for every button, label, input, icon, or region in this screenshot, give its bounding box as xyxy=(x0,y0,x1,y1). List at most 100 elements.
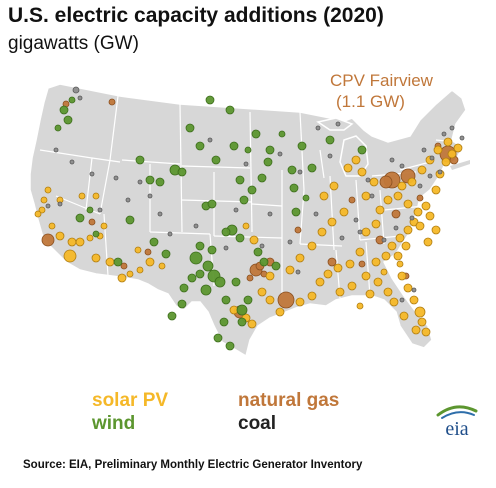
gas-plant-marker xyxy=(348,196,356,204)
coal-plant-marker xyxy=(441,131,447,137)
wind-plant-marker xyxy=(289,183,299,193)
solar-plant-marker xyxy=(315,277,325,287)
coal-plant-marker xyxy=(147,193,153,199)
wind-plant-marker xyxy=(251,129,261,139)
wind-plant-marker xyxy=(287,165,297,175)
coal-plant-marker xyxy=(417,183,423,189)
solar-plant-marker xyxy=(375,205,385,215)
wind-plant-marker xyxy=(214,276,226,288)
solar-plant-marker xyxy=(389,297,399,307)
state-border xyxy=(299,111,305,191)
solar-plant-marker xyxy=(431,185,441,195)
solar-plant-marker xyxy=(333,263,343,273)
coal-plant-marker xyxy=(313,211,319,217)
solar-plant-marker xyxy=(327,217,337,227)
wind-plant-marker xyxy=(221,295,231,305)
coal-plant-marker xyxy=(393,225,399,231)
wind-plant-marker xyxy=(75,213,85,223)
coal-plant-marker xyxy=(353,217,359,223)
solar-plant-marker xyxy=(413,207,423,217)
solar-plant-marker xyxy=(371,219,381,229)
state-border xyxy=(249,111,253,233)
wind-plant-marker xyxy=(207,245,217,255)
coal-plant-marker xyxy=(193,223,199,229)
coal-plant-marker xyxy=(157,211,163,217)
coal-plant-marker xyxy=(207,137,213,143)
wind-plant-marker xyxy=(200,284,212,296)
map-title: U.S. electric capacity additions (2020) xyxy=(8,4,384,27)
solar-plant-marker xyxy=(357,167,367,177)
coal-plant-marker xyxy=(399,163,405,169)
solar-plant-marker xyxy=(403,225,413,235)
wind-plant-marker xyxy=(92,230,100,238)
map-subtitle: gigawatts (GW) xyxy=(8,33,139,54)
long-island xyxy=(450,160,470,170)
wind-plant-marker xyxy=(187,273,197,283)
legend-gas: natural gas xyxy=(238,390,340,411)
wind-plant-marker xyxy=(155,177,165,187)
solar-plant-marker xyxy=(55,231,65,241)
wind-plant-marker xyxy=(225,105,235,115)
solar-plant-marker xyxy=(92,192,100,200)
coal-plant-marker xyxy=(97,207,103,213)
wind-plant-marker xyxy=(179,283,189,293)
wind-plant-marker xyxy=(161,249,171,259)
gas-plant-marker xyxy=(358,260,366,268)
solar-plant-marker xyxy=(373,277,383,287)
coal-plant-marker xyxy=(295,269,301,275)
state-border xyxy=(251,203,283,207)
solar-plant-marker xyxy=(361,227,371,237)
solar-plant-marker xyxy=(397,181,407,191)
solar-plant-marker xyxy=(417,165,427,175)
coal-plant-marker xyxy=(72,86,80,94)
wind-plant-marker xyxy=(54,124,62,132)
wind-plant-marker xyxy=(86,206,94,214)
solar-plant-marker xyxy=(78,192,86,200)
wind-plant-marker xyxy=(68,96,76,104)
coal-points xyxy=(45,86,465,303)
wind-plant-marker xyxy=(207,199,217,209)
cpv-fairview-callout: CPV Fairview (1.1 GW) xyxy=(330,70,470,112)
solar-plant-marker xyxy=(329,181,339,191)
solar-points xyxy=(34,137,463,337)
solar-plant-marker xyxy=(383,195,393,205)
solar-plant-marker xyxy=(317,227,327,237)
solar-plant-marker xyxy=(126,270,134,278)
solar-plant-marker xyxy=(295,253,305,263)
solar-plant-marker xyxy=(383,287,393,297)
gas-plant-marker xyxy=(108,98,116,106)
solar-plant-marker xyxy=(75,237,85,247)
solar-plant-marker xyxy=(67,237,77,247)
legend-wind: wind xyxy=(92,413,136,434)
coal-plant-marker xyxy=(335,121,341,127)
state-border xyxy=(299,243,343,247)
coal-plant-marker xyxy=(267,211,273,217)
wind-plant-marker xyxy=(235,175,245,185)
state-border xyxy=(379,189,385,245)
solar-plant-marker xyxy=(134,246,142,254)
coal-plant-marker xyxy=(399,297,405,303)
source-note: Source: EIA, Preliminary Monthly Electri… xyxy=(23,459,363,471)
coal-plant-marker xyxy=(427,173,433,179)
solar-plant-marker xyxy=(395,233,405,243)
wind-plant-marker xyxy=(145,175,155,185)
solar-plant-marker xyxy=(319,191,329,201)
wind-plant-marker xyxy=(244,146,252,154)
state-border xyxy=(121,159,181,165)
solar-plant-marker xyxy=(381,251,391,261)
solar-plant-marker xyxy=(347,281,357,291)
solar-plant-marker xyxy=(86,234,94,242)
gas-plant-marker xyxy=(327,257,337,267)
wind-plant-marker xyxy=(302,194,310,202)
solar-plant-marker xyxy=(401,241,411,251)
solar-plant-marker xyxy=(423,237,433,247)
solar-plant-marker xyxy=(343,163,353,173)
solar-plant-marker xyxy=(371,257,381,267)
coal-plant-marker xyxy=(315,125,321,131)
solar-plant-marker xyxy=(380,268,388,276)
wind-plant-marker xyxy=(211,155,221,165)
solar-plant-marker xyxy=(242,222,250,230)
coal-plant-marker xyxy=(259,243,265,249)
wind-plant-marker xyxy=(167,311,177,321)
solar-plant-marker xyxy=(403,283,413,293)
